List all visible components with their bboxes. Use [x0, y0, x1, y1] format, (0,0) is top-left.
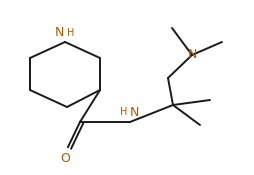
Text: O: O — [60, 152, 70, 164]
Text: N: N — [129, 106, 139, 118]
Text: N: N — [54, 26, 64, 40]
Text: N: N — [187, 48, 197, 61]
Text: H: H — [67, 28, 74, 38]
Text: H: H — [120, 107, 128, 117]
